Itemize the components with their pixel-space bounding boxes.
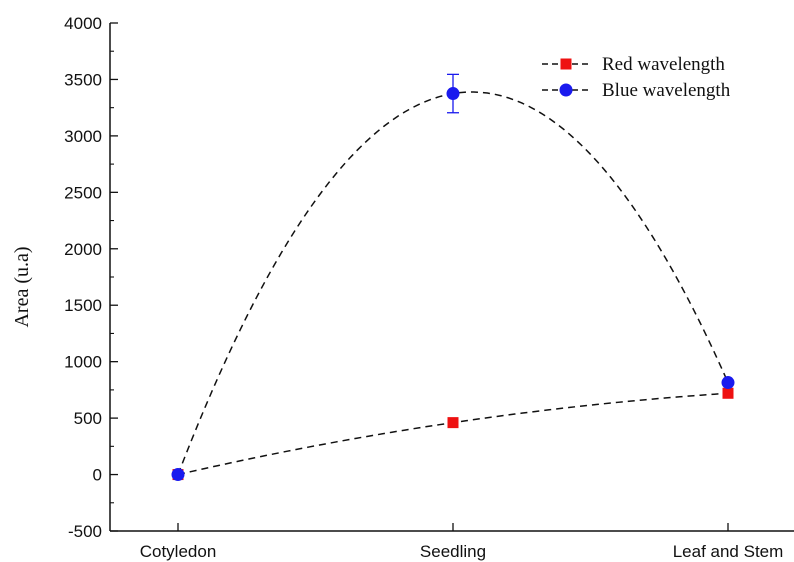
x-tick-label: Seedling — [420, 542, 486, 561]
y-tick-label: 500 — [74, 409, 102, 428]
blue-data-point — [171, 468, 185, 482]
legend-square-marker — [560, 58, 572, 70]
y-tick-label: 2000 — [64, 240, 102, 259]
y-tick-label: 3000 — [64, 127, 102, 146]
y-tick-label: 1000 — [64, 353, 102, 372]
y-tick-label: 0 — [93, 466, 102, 485]
x-tick-label: Leaf and Stem — [673, 542, 784, 561]
blue-data-point — [721, 376, 735, 390]
y-tick-label: 3500 — [64, 70, 102, 89]
legend-circle-marker — [559, 83, 573, 97]
blue-data-point — [446, 87, 460, 101]
red-data-point — [722, 387, 734, 399]
legend-label: Blue wavelength — [602, 80, 731, 101]
y-tick-label: 2500 — [64, 183, 102, 202]
red-fit-curve — [177, 392, 729, 476]
axes: -500 0 500 1000 1500 2000 2500 3000 3500 4000 Coty… — [64, 14, 794, 561]
y-tick-label: 4000 — [64, 14, 102, 33]
legend: Red wavelength Blue wavelength — [542, 54, 731, 101]
data-marks — [171, 73, 735, 482]
x-tick-label: Cotyledon — [140, 542, 217, 561]
y-axis-title: Area (u.a) — [11, 246, 33, 327]
legend-label: Red wavelength — [602, 54, 725, 75]
y-tick-label: 1500 — [64, 296, 102, 315]
red-data-point — [447, 417, 459, 429]
y-tick-label: -500 — [68, 522, 102, 541]
